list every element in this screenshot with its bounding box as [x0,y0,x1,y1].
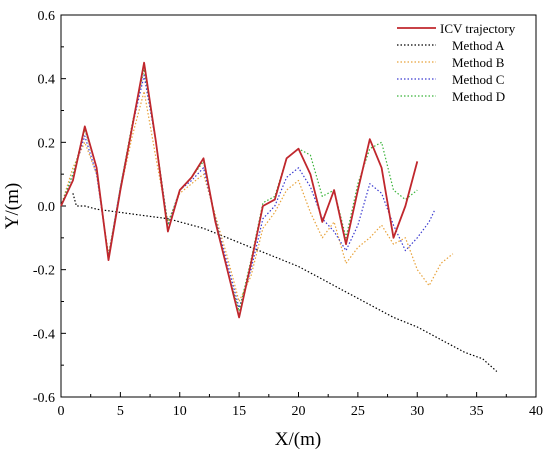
series-line-method-b [60,90,454,303]
y-tick-label: 0.4 [38,73,56,88]
y-tick-label: -0.6 [33,391,55,406]
x-tick-label: 35 [470,404,484,419]
legend-label-method-d: Method D [452,89,505,104]
series-line-method-c [60,74,436,309]
legend: ICV trajectory Method A Method B Method C Me… [397,21,516,104]
y-tick-label: 0.0 [38,200,56,215]
legend-label-method-a: Method A [452,38,505,53]
series-layer [60,61,498,372]
legend-label-method-b: Method B [452,55,505,70]
legend-label-method-c: Method C [452,72,504,87]
y-tick-label: 0.2 [38,136,56,151]
y-tick-label: 0.6 [38,9,56,24]
y-tick-label: -0.2 [33,264,55,279]
x-tick-label: 15 [232,404,246,419]
series-line-method-d [60,68,418,312]
x-tick-label: 40 [529,404,543,419]
x-tick-label: 25 [351,404,365,419]
x-tick-label: 5 [117,404,124,419]
x-tick-label: 10 [173,404,187,419]
y-tick-label: -0.4 [33,327,55,342]
x-tick-label: 20 [292,404,306,419]
x-tick-label: 0 [58,404,65,419]
series-line-icv-trajectory [60,61,419,319]
y-axis-label: Y/(m) [2,183,23,229]
x-tick-label: 30 [410,404,424,419]
series-line-method-a [72,193,498,372]
x-axis-label: X/(m) [275,429,321,450]
legend-label-icv-trajectory: ICV trajectory [440,21,516,36]
axis-ticks: 0 5 10 15 20 25 30 35 40 -0.6 -0.4 -0.2 0.0 0.2 0.4 0.6 [33,9,543,419]
